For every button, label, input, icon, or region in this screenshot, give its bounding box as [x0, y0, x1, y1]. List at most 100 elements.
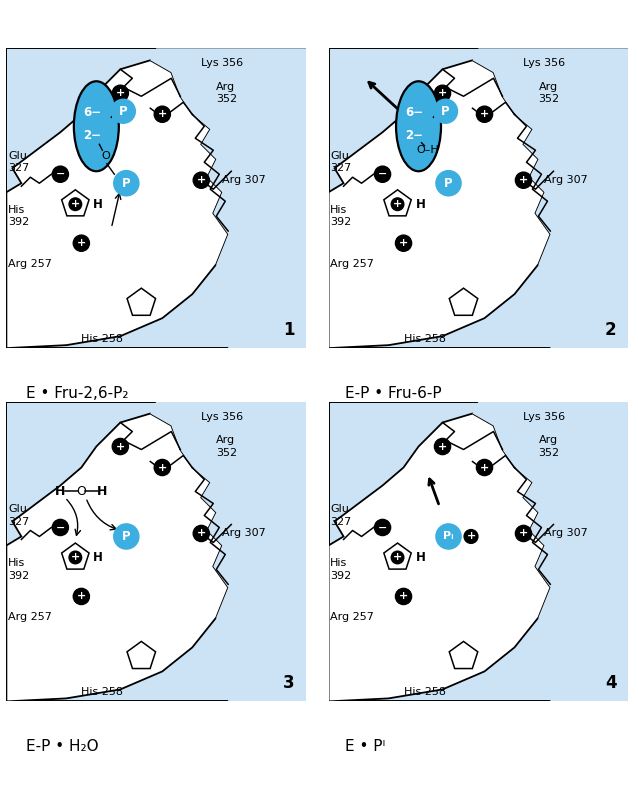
Circle shape — [52, 520, 68, 535]
Text: 3: 3 — [283, 674, 294, 692]
Text: +: + — [438, 88, 447, 98]
Ellipse shape — [396, 82, 441, 171]
Text: H: H — [93, 551, 103, 564]
Circle shape — [52, 166, 68, 182]
Circle shape — [391, 551, 404, 564]
Circle shape — [73, 235, 89, 251]
Text: H: H — [97, 485, 108, 498]
Text: Glu
327: Glu 327 — [8, 504, 29, 527]
Circle shape — [477, 106, 493, 122]
Circle shape — [112, 438, 128, 455]
Polygon shape — [6, 414, 228, 701]
Text: +: + — [519, 175, 528, 185]
Text: +: + — [197, 528, 206, 539]
Text: +: + — [393, 199, 402, 210]
Text: Arg 257: Arg 257 — [8, 259, 52, 269]
Text: +: + — [115, 88, 125, 98]
Circle shape — [114, 524, 139, 549]
Text: H: H — [415, 551, 426, 564]
Text: E-P • H₂O: E-P • H₂O — [26, 739, 98, 754]
Polygon shape — [6, 60, 228, 348]
Circle shape — [436, 524, 461, 549]
Text: 2: 2 — [605, 321, 616, 339]
Text: +: + — [399, 591, 408, 601]
Circle shape — [516, 525, 531, 542]
Text: Arg
352: Arg 352 — [216, 436, 237, 458]
Text: +: + — [197, 175, 206, 185]
Polygon shape — [329, 414, 551, 701]
Text: Arg 307: Arg 307 — [544, 175, 588, 185]
Text: H: H — [55, 485, 66, 498]
Text: P: P — [122, 177, 131, 190]
Circle shape — [436, 170, 461, 195]
Ellipse shape — [74, 82, 119, 171]
Text: P: P — [122, 530, 131, 543]
Text: P: P — [441, 104, 450, 118]
Text: Lys 356: Lys 356 — [523, 411, 566, 422]
Text: O: O — [101, 152, 110, 161]
Text: −: − — [378, 523, 387, 532]
Text: P: P — [444, 177, 453, 190]
Text: Lys 356: Lys 356 — [523, 58, 566, 68]
Text: +: + — [77, 238, 86, 248]
Text: His
392: His 392 — [8, 205, 29, 228]
Text: Lys 356: Lys 356 — [202, 58, 244, 68]
Text: 2−: 2− — [405, 129, 423, 142]
Text: P: P — [119, 104, 128, 118]
Text: +: + — [438, 441, 447, 451]
Text: +: + — [158, 109, 167, 119]
Circle shape — [396, 588, 412, 604]
Text: His
392: His 392 — [330, 558, 352, 581]
Text: 2−: 2− — [83, 129, 101, 142]
Circle shape — [69, 551, 82, 564]
Polygon shape — [449, 641, 478, 669]
Text: Arg 257: Arg 257 — [8, 612, 52, 623]
Text: +: + — [480, 462, 489, 473]
Polygon shape — [127, 288, 156, 316]
Text: H: H — [93, 198, 103, 210]
Circle shape — [69, 198, 82, 210]
Text: His
392: His 392 — [8, 558, 29, 581]
Polygon shape — [473, 49, 628, 348]
Text: Lys 356: Lys 356 — [202, 411, 244, 422]
Circle shape — [477, 459, 493, 476]
Circle shape — [112, 85, 128, 101]
Text: His 258: His 258 — [403, 334, 445, 344]
Text: −: − — [56, 523, 65, 532]
Polygon shape — [151, 49, 306, 348]
Text: 6−: 6− — [405, 106, 423, 119]
Text: His 258: His 258 — [403, 687, 445, 697]
Text: +: + — [71, 553, 80, 563]
Text: Glu
327: Glu 327 — [8, 151, 29, 173]
Circle shape — [391, 198, 404, 210]
Circle shape — [516, 172, 531, 188]
Circle shape — [193, 525, 209, 542]
Text: Arg
352: Arg 352 — [538, 82, 560, 104]
Text: His
392: His 392 — [330, 205, 352, 228]
Text: +: + — [158, 462, 167, 473]
Text: 6−: 6− — [83, 106, 101, 119]
Text: +: + — [71, 199, 80, 210]
Text: +: + — [393, 553, 402, 563]
Polygon shape — [151, 402, 306, 701]
Circle shape — [464, 530, 478, 543]
Circle shape — [154, 459, 170, 476]
Text: Pᵢ: Pᵢ — [443, 531, 454, 542]
Text: Arg
352: Arg 352 — [216, 82, 237, 104]
Text: +: + — [466, 531, 475, 542]
Text: −: − — [56, 170, 65, 179]
Text: O: O — [77, 485, 86, 498]
Text: +: + — [399, 238, 408, 248]
Text: Arg 257: Arg 257 — [330, 259, 374, 269]
Text: Glu
327: Glu 327 — [330, 151, 352, 173]
Text: O–H: O–H — [416, 145, 439, 155]
Circle shape — [193, 172, 209, 188]
Text: 4: 4 — [605, 674, 616, 692]
Text: +: + — [77, 591, 86, 601]
Text: His 258: His 258 — [81, 687, 123, 697]
Polygon shape — [473, 402, 628, 701]
Circle shape — [375, 520, 390, 535]
Text: Glu
327: Glu 327 — [330, 504, 352, 527]
Text: Arg 307: Arg 307 — [544, 528, 588, 539]
Text: 1: 1 — [283, 321, 294, 339]
